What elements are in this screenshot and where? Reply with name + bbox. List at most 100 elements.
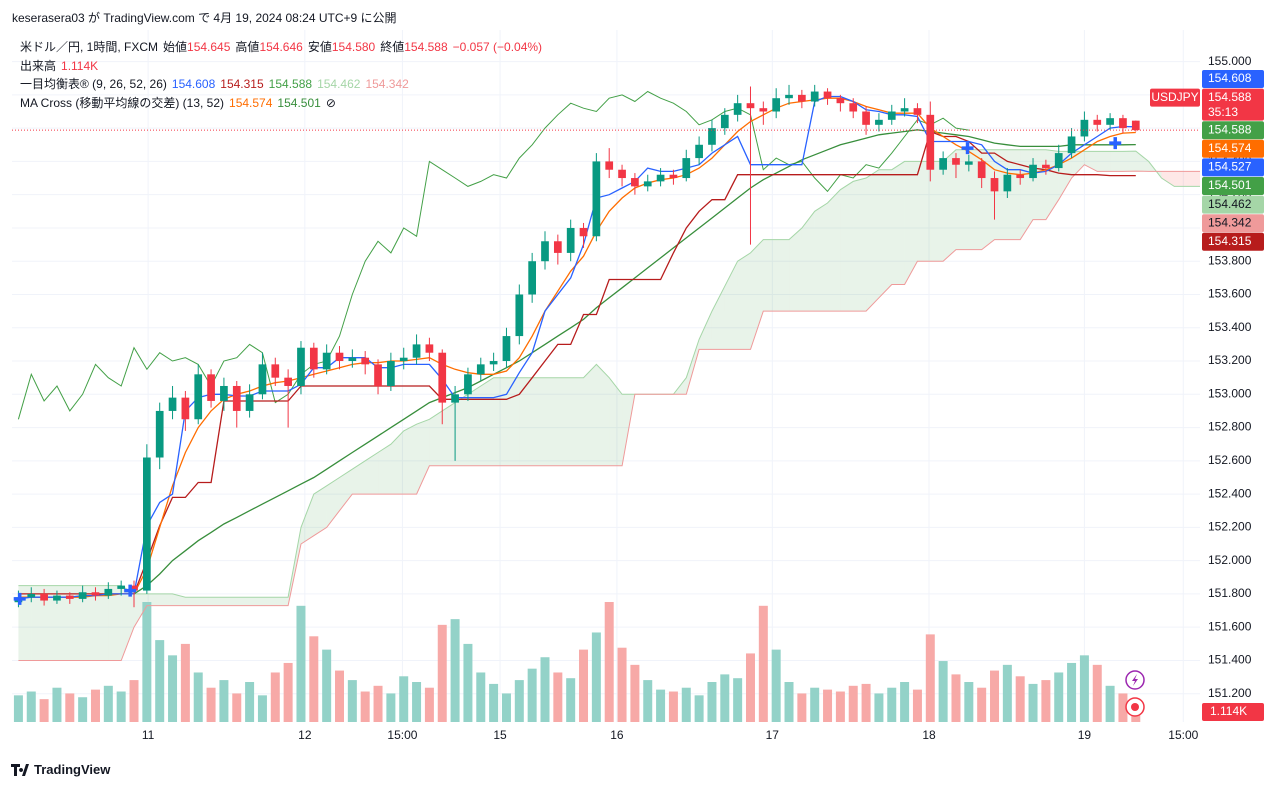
- cloud-fill: [1110, 151, 1123, 172]
- cloud-fill: [95, 585, 109, 661]
- indicator-line: [133, 129, 1136, 595]
- candle-body: [1042, 164, 1050, 169]
- candle-body: [1029, 164, 1037, 179]
- cloud-fill: [300, 494, 314, 545]
- volume-bar: [501, 693, 511, 722]
- cloud-fill: [378, 444, 391, 495]
- candle-body: [528, 261, 537, 295]
- candle-body: [990, 178, 999, 192]
- volume-bar: [476, 672, 486, 722]
- x-tick-label: 16: [610, 728, 624, 742]
- indicator-line: [18, 95, 1136, 600]
- cloud-fill: [1135, 151, 1149, 172]
- lightning-bolt: [1132, 674, 1138, 686]
- legend-text: 154.574: [229, 95, 273, 110]
- candle-body: [913, 108, 922, 115]
- candle-body: [862, 111, 870, 125]
- cloud-fill: [814, 203, 828, 312]
- volume-bar: [733, 678, 743, 722]
- x-tick-label: 17: [766, 728, 780, 742]
- cloud-fill: [737, 252, 751, 350]
- candle-body: [566, 227, 575, 253]
- candle-body: [220, 385, 228, 401]
- candle-body: [1016, 174, 1025, 179]
- legend-text: 154.462: [317, 77, 361, 91]
- y-tick-label: 151.800: [1208, 586, 1252, 600]
- y-tick-label: 153.400: [1208, 320, 1252, 334]
- candle-body: [579, 227, 588, 237]
- candle-body: [399, 357, 408, 362]
- y-tick-label: 151.600: [1208, 619, 1252, 633]
- volume-bar: [322, 649, 332, 722]
- candle-body: [1054, 153, 1063, 169]
- volume-bar: [797, 693, 807, 722]
- y-tick-label: 153.200: [1208, 353, 1252, 367]
- cloud-fill: [429, 410, 443, 466]
- cloud-fill: [352, 460, 366, 495]
- price-badge: [1202, 177, 1264, 195]
- legend-text: 154.645: [187, 40, 231, 54]
- candle-body: [1131, 120, 1140, 131]
- candle-body: [207, 374, 215, 401]
- candle-body: [631, 178, 639, 187]
- legend-row: 一目均衡表® (9, 26, 52, 26) 154.608 154.315 154.…: [20, 75, 547, 94]
- volume-bar: [450, 619, 460, 722]
- x-tick-label: 15:00: [387, 728, 417, 742]
- candle-body: [40, 593, 48, 601]
- candle-body: [977, 161, 986, 179]
- volume-bar: [257, 695, 267, 722]
- y-tick-label: 155.000: [1208, 54, 1252, 68]
- cloud-fill: [763, 239, 777, 312]
- volume-bar: [720, 674, 730, 722]
- volume-bar: [758, 605, 768, 722]
- price-badge-label: 154.342: [1208, 215, 1252, 229]
- volume-bar: [977, 687, 987, 722]
- legend-text: 154.646: [259, 40, 303, 54]
- cloud-fill: [1174, 171, 1188, 187]
- cloud-fill: [519, 377, 533, 466]
- cross-marker: [124, 584, 137, 597]
- volume-bar: [424, 687, 434, 722]
- price-badge: [1202, 158, 1264, 177]
- y-tick-label: 153.800: [1208, 253, 1252, 267]
- candle-body: [348, 357, 357, 362]
- volume-bar: [566, 678, 576, 722]
- cloud-fill: [840, 181, 854, 312]
- volume-bar: [951, 674, 961, 722]
- volume-bar: [39, 699, 49, 722]
- indicator-line: [17, 90, 969, 420]
- candle-body: [1080, 119, 1089, 137]
- cloud-fill: [827, 189, 841, 312]
- volume-bar: [900, 682, 910, 722]
- cloud-fill: [544, 377, 558, 466]
- y-tick-label: 153.600: [1208, 287, 1252, 301]
- cloud-fill: [699, 311, 712, 350]
- legend-text: 154.580: [331, 40, 376, 54]
- cloud-fill: [711, 286, 725, 350]
- indicator-line: [18, 97, 1136, 598]
- legend-text: 154.588: [404, 40, 448, 54]
- y-tick-label: 152.200: [1208, 520, 1252, 534]
- cloud-fill: [339, 469, 353, 511]
- candle-body: [117, 585, 126, 589]
- candle-body: [78, 592, 87, 599]
- candle-body: [476, 364, 485, 375]
- volume-bar: [116, 691, 126, 722]
- volume-bar: [296, 605, 306, 722]
- volume-bar: [1092, 664, 1102, 722]
- volume-bar: [1067, 662, 1077, 722]
- candle-body: [91, 592, 100, 596]
- volume-bar: [219, 680, 229, 722]
- volume-bar: [78, 697, 88, 722]
- candle-body: [643, 181, 652, 187]
- cloud-fill: [917, 161, 931, 262]
- volume-bar: [283, 662, 293, 722]
- price-badge-label: 154.574: [1208, 141, 1252, 155]
- legend-text: 154.608: [171, 77, 216, 91]
- candle-body: [104, 588, 113, 596]
- candle-body: [65, 595, 74, 599]
- x-tick-label: 12: [298, 728, 312, 742]
- cloud-fill: [223, 597, 237, 606]
- volume-bar: [52, 687, 62, 722]
